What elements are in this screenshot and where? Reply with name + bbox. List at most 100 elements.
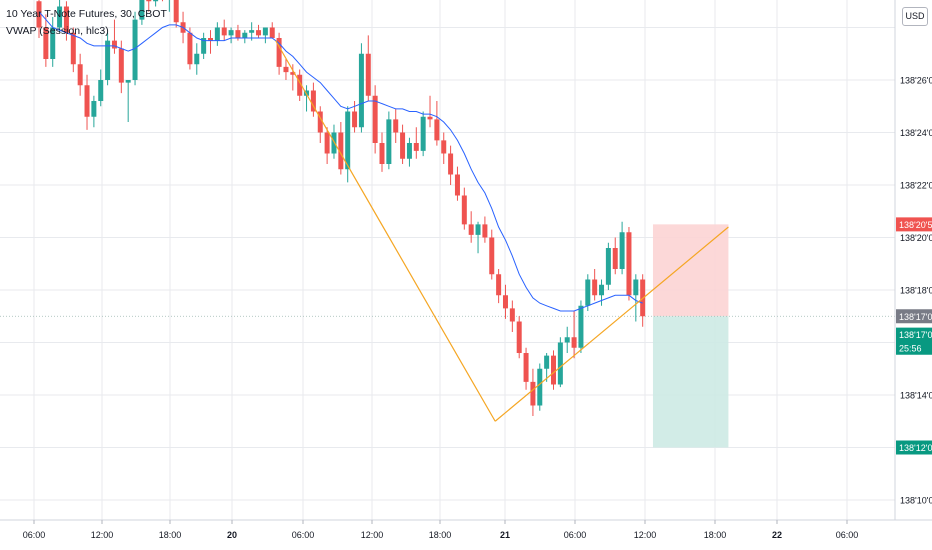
vwap-line xyxy=(38,11,643,312)
price-marker-label: 25:56 xyxy=(899,343,922,353)
stop-loss-zone xyxy=(652,224,729,317)
price-marker-box xyxy=(896,309,932,324)
candle-body xyxy=(578,305,584,348)
candle-body xyxy=(358,53,364,128)
candle-body xyxy=(125,80,131,83)
candle-body xyxy=(242,32,248,38)
x-tick-label: 12:00 xyxy=(361,530,384,540)
candle-body xyxy=(77,64,83,86)
price-marker-box xyxy=(896,340,932,355)
candle-body xyxy=(420,116,426,151)
candle-body xyxy=(36,1,42,28)
indicator-label: VWAP (Session, hlc3) xyxy=(6,25,109,37)
x-tick-label: 18:00 xyxy=(704,530,727,540)
candle-body xyxy=(43,27,49,59)
price-marker-box xyxy=(896,327,932,342)
x-tick-label: 22 xyxy=(772,530,782,540)
candle-body xyxy=(482,224,488,238)
candle-body xyxy=(146,0,152,2)
candle-body xyxy=(612,248,618,269)
x-tick-label: 12:00 xyxy=(91,530,114,540)
candle-body xyxy=(50,27,56,59)
candle-body xyxy=(489,237,495,275)
candle-body xyxy=(626,232,632,296)
candle-body xyxy=(214,27,220,41)
x-tick-label: 18:00 xyxy=(429,530,452,540)
x-tick-label: 06:00 xyxy=(564,530,587,540)
candle-body xyxy=(228,30,234,36)
candle-body xyxy=(386,119,392,164)
candle-body xyxy=(324,132,330,154)
x-tick-label: 06:00 xyxy=(292,530,315,540)
candle-body xyxy=(530,381,536,406)
candle-body xyxy=(63,6,69,33)
chart-title: 10 Year T-Note Futures, 30, CBOT xyxy=(6,8,167,20)
legend: 10 Year T-Note Futures, 30, CBOT VWAP (S… xyxy=(6,6,167,40)
candle-body xyxy=(98,80,104,101)
candles xyxy=(36,0,646,416)
candle-body xyxy=(496,274,502,296)
candle-body xyxy=(57,6,63,28)
candle-body xyxy=(454,174,460,196)
time-axis[interactable]: 06:00 12:00 18:00 20 06:00 12:00 18:00 21 06:00 1… xyxy=(23,520,859,540)
trendlines[interactable] xyxy=(275,40,729,422)
candle-body xyxy=(551,355,556,385)
candle-body xyxy=(194,53,200,65)
price-marker-label: 138'17'0 xyxy=(899,330,932,340)
price-marker-label: 138'17'0 xyxy=(899,312,932,322)
candle-body xyxy=(91,101,97,117)
candle-body xyxy=(406,143,412,159)
candle-body xyxy=(221,27,227,36)
candle-body xyxy=(516,321,522,353)
price-marker-label: 138'12'0 xyxy=(899,443,932,453)
price-markers: 138'20'5 138'17'0 138'17'0 25:56 138'12'0 xyxy=(896,217,932,455)
candle-body xyxy=(448,153,454,175)
candle-body xyxy=(249,30,255,33)
candle-body xyxy=(297,74,303,96)
candle-body xyxy=(523,353,529,382)
candle-body xyxy=(187,32,193,65)
candle-body xyxy=(118,48,124,83)
y-tick-label: 138'26'0 xyxy=(900,76,932,86)
candle-body xyxy=(365,53,371,96)
candle-body xyxy=(441,140,447,154)
candle-body xyxy=(173,0,179,23)
price-marker-label: 138'20'5 xyxy=(899,220,932,230)
candle-body xyxy=(283,66,289,73)
position-tool[interactable] xyxy=(0,224,895,448)
candle-body xyxy=(256,30,262,36)
candle-body xyxy=(413,143,419,151)
currency-button[interactable]: USD xyxy=(902,7,928,26)
candle-body xyxy=(585,279,591,306)
candle-body xyxy=(502,295,508,309)
candle-body xyxy=(619,232,625,269)
y-tick-label: 138'10'0 xyxy=(900,496,932,506)
candle-body xyxy=(372,95,378,143)
take-profit-zone xyxy=(652,316,729,448)
candle-body xyxy=(338,132,344,170)
candle-body xyxy=(633,279,639,296)
candle-body xyxy=(201,38,207,54)
candle-body xyxy=(310,90,316,112)
candle-body xyxy=(269,27,275,38)
candle-body xyxy=(400,132,406,159)
candle-body xyxy=(379,143,385,164)
candle-body xyxy=(70,32,76,65)
candle-body xyxy=(352,111,358,128)
candle-body xyxy=(599,284,605,296)
x-tick-label: 06:00 xyxy=(23,530,46,540)
candle-body xyxy=(592,279,598,296)
candle-body xyxy=(317,111,323,133)
y-tick-label: 138'20'0 xyxy=(900,233,932,243)
price-axis[interactable]: 138'26'0 138'24'0 138'22'0 138'20'0 138'18'0… xyxy=(900,76,932,506)
y-tick-label: 138'14'0 xyxy=(900,391,932,401)
candle-body xyxy=(564,337,570,343)
candle-body xyxy=(331,132,337,154)
candle-body xyxy=(139,0,145,20)
candle-body xyxy=(393,119,399,133)
candle-body xyxy=(84,85,90,117)
candle-body xyxy=(509,308,515,322)
trendline xyxy=(494,226,729,422)
price-marker-box xyxy=(896,217,932,232)
